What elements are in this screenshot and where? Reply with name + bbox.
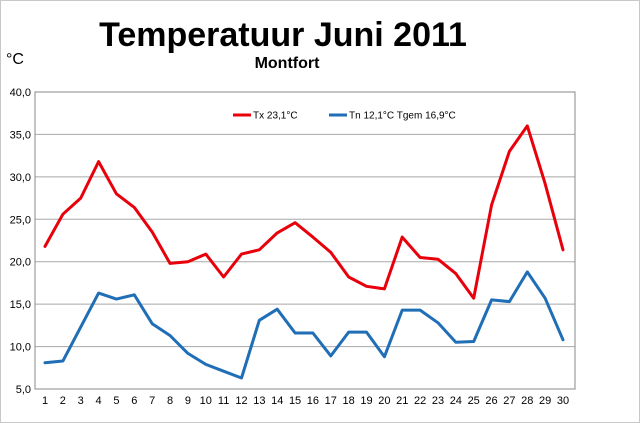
x-tick-label: 15 [289, 395, 301, 407]
x-tick-label: 23 [432, 395, 444, 407]
x-tick-label: 13 [253, 395, 265, 407]
x-tick-label: 27 [503, 395, 515, 407]
x-tick-label: 25 [468, 395, 480, 407]
x-tick-label: 26 [485, 395, 497, 407]
x-tick-label: 12 [235, 395, 247, 407]
x-tick-label: 2 [60, 395, 66, 407]
x-tick-label: 8 [167, 395, 173, 407]
plot-area-frame [34, 91, 576, 390]
x-tick-label: 4 [96, 395, 102, 407]
x-tick-label: 19 [360, 395, 372, 407]
y-tick-label: 15,0 [10, 299, 31, 311]
series-lines [43, 124, 565, 380]
x-tick-label: 3 [78, 395, 84, 407]
y-tick-label: 35,0 [10, 129, 31, 141]
y-axis-tick-labels: 5,0 10,0 15,0 20,0 25,0 30,0 35,0 40,0 [10, 87, 31, 396]
x-tick-label: 16 [307, 395, 319, 407]
x-tick-label: 10 [200, 395, 212, 407]
x-tick-label: 17 [325, 395, 337, 407]
x-tick-label: 18 [343, 395, 355, 407]
x-tick-label: 1 [42, 395, 48, 407]
legend-label-tn: Tn 12,1°C Tgem 16,9°C [349, 111, 456, 122]
chart-title: Temperatuur Juni 2011 [99, 16, 467, 54]
y-tick-label: 30,0 [10, 172, 31, 184]
x-tick-label: 30 [557, 395, 569, 407]
x-tick-label: 7 [149, 395, 155, 407]
x-tick-label: 24 [450, 395, 462, 407]
gridlines [35, 91, 575, 348]
x-tick-label: 20 [378, 395, 390, 407]
x-tick-label: 14 [271, 395, 283, 407]
x-tick-label: 22 [414, 395, 426, 407]
x-tick-label: 28 [521, 395, 533, 407]
series-line-tx [43, 124, 565, 300]
x-tick-label: 5 [113, 395, 119, 407]
x-axis-tick-labels: 1 2 3 4 5 6 7 8 9 10 11 12 13 14 15 16 17 18 19 20 21 22 23 24 2… [42, 395, 569, 407]
x-tick-label: 6 [131, 395, 137, 407]
y-axis-unit-label: °C [6, 51, 24, 68]
series-line-tn [43, 270, 565, 380]
x-tick-label: 9 [185, 395, 191, 407]
legend: Tx 23,1°C Tn 12,1°C Tgem 16,9°C [233, 111, 456, 122]
x-tick-label: 11 [218, 395, 229, 407]
y-tick-label: 5,0 [16, 384, 31, 396]
chart-subtitle: Montfort [255, 55, 321, 72]
y-tick-label: 25,0 [10, 214, 31, 226]
x-tick-label: 29 [539, 395, 551, 407]
legend-label-tx: Tx 23,1°C [253, 111, 298, 122]
y-tick-label: 40,0 [10, 87, 31, 99]
y-tick-label: 20,0 [10, 257, 31, 269]
x-tick-label: 21 [396, 395, 408, 407]
y-tick-label: 10,0 [10, 342, 31, 354]
